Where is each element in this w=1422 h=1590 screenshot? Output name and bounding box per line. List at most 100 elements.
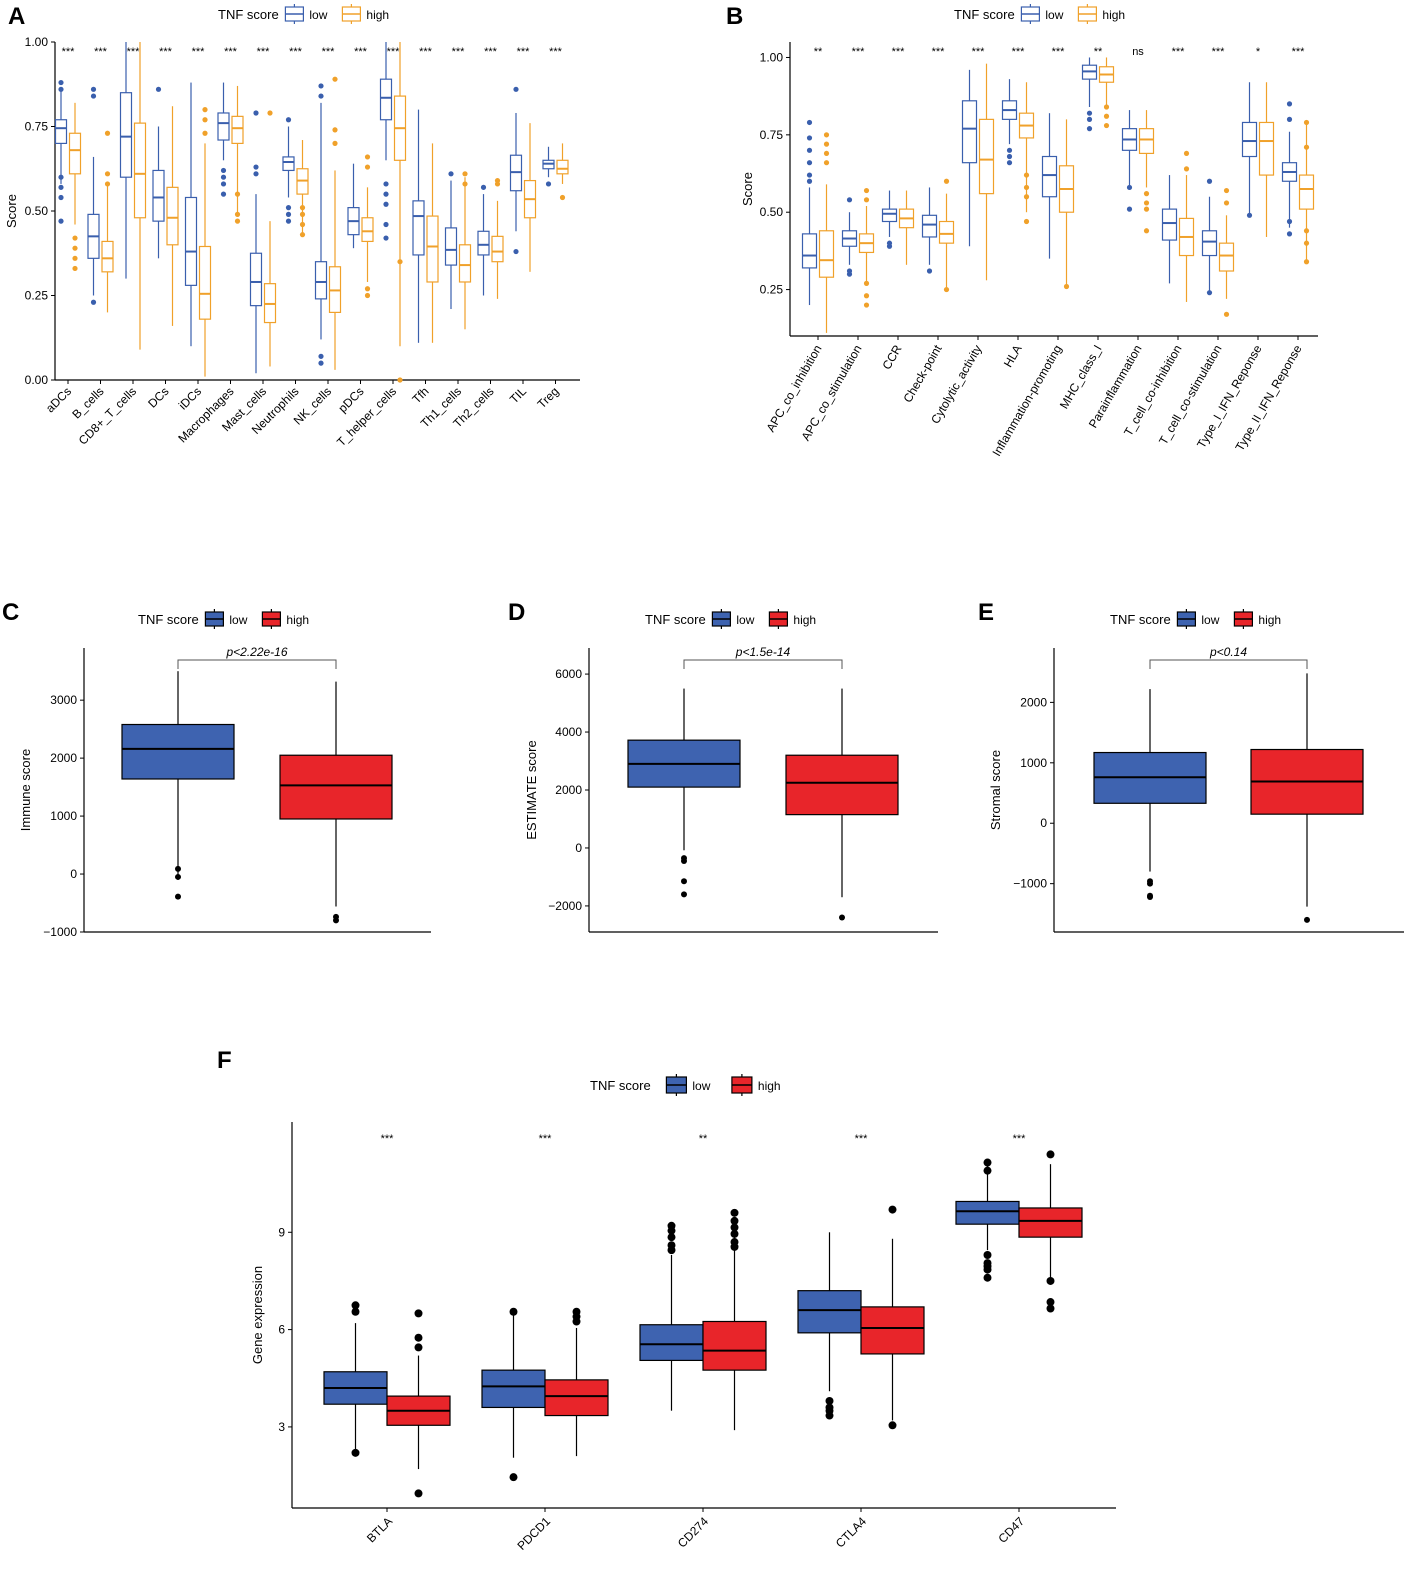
outlier-point [383,235,389,241]
outlier-point [58,86,64,92]
significance-label: *** [192,46,206,58]
x-tick-label-HLA: HLA [1001,343,1025,370]
outlier-point [681,858,687,864]
outlier-point [846,271,853,277]
y-tick-label: 0.75 [25,120,49,134]
y-axis-title: Gene expression [250,1266,265,1364]
box-high-Type_I_IFN_Reponse-box [1258,121,1275,176]
box-low-aDCs-box [54,119,68,144]
outlier-point [730,1208,739,1217]
comparison-bracket [1149,659,1308,669]
significance-label: *** [224,46,238,58]
y-tick-label: 6000 [555,667,582,681]
outlier-point [155,86,162,92]
box-high-Treg-box [556,159,569,175]
outlier-point [364,164,371,170]
outlier-point [681,878,687,885]
legend-title: TNF score [954,7,1015,22]
legend-label-high: high [793,613,816,627]
outlier-point [253,171,259,177]
outlier-point [888,1205,897,1214]
significance-label: *** [257,46,271,58]
outlier-point [175,873,181,880]
box-high-APC_co_inhibition-box [818,230,835,278]
box-low-CTLA4-box [797,1290,862,1334]
y-tick-label: 2000 [50,751,77,765]
box-low-CD47-box [955,1200,1020,1225]
outlier-point [730,1223,739,1232]
outlier-point [58,79,64,86]
box-high-DCs-box [166,186,179,246]
outlier-point [202,117,208,123]
outlier-point [462,181,468,187]
outlier-point [863,197,870,203]
outlier-point [318,93,324,99]
outlier-point [364,286,371,292]
outlier-point [943,178,950,184]
outlier-point [667,1226,676,1235]
significance-label: *** [94,46,108,58]
outlier-point [545,181,552,187]
y-tick-label: 3 [278,1420,285,1434]
outlier-point [983,1265,992,1274]
significance-label: *** [322,46,336,58]
outlier-point [397,259,403,265]
outlier-point [332,76,338,82]
outlier-point [823,141,830,147]
box-high-Th1_cells-box [458,244,472,283]
outlier-point [175,865,181,872]
outlier-point [1147,893,1153,900]
outlier-point [839,914,845,921]
box-high-iDCs-box [198,245,212,320]
outlier-point [220,191,227,197]
outlier-point [351,1448,360,1457]
box-low-Inflammation-promoting-box [1041,155,1058,198]
box-high-box [785,754,899,816]
outlier-point [364,154,371,160]
outlier-point [1086,116,1093,122]
legend-title: TNF score [590,1078,651,1093]
significance-label: *** [517,46,531,58]
y-tick-label: 0.50 [25,204,49,218]
x-tick-label-CCR: CCR [879,342,904,372]
legend-title: TNF score [138,612,199,627]
outlier-point [480,184,487,190]
box-high-Th2_cells-box [491,235,504,263]
significance-label: *** [855,1133,869,1145]
outlier-point [1023,172,1030,178]
outlier-point [299,232,306,238]
box-low-Th1_cells-box [444,227,458,266]
box-high-Check-point-box [938,220,955,244]
outlier-point [983,1166,992,1175]
outlier-point [1286,101,1293,107]
outlier-point [175,893,181,900]
significance-label: *** [852,46,866,58]
p-value-label: p<0.14 [1209,645,1247,659]
box-high-CD47-box [1018,1207,1083,1238]
y-tick-label: 0 [575,841,582,855]
outlier-point [333,917,339,924]
legend-label-low: low [736,613,754,627]
outlier-point [1246,212,1253,218]
outlier-point [1286,231,1293,237]
y-tick-label: 2000 [555,783,582,797]
outlier-point [667,1246,676,1255]
outlier-point [234,191,241,197]
box-high-CTLA4-box [860,1306,925,1355]
box-high-PDCD1-box [544,1379,609,1417]
outlier-point [1046,1298,1055,1307]
box-low-Mast_cells-box [249,252,263,307]
outlier-point [90,93,97,99]
outlier-point [1103,122,1110,129]
significance-label: *** [452,46,466,58]
x-tick-label-CD8+_T_cells: CD8+_T_cells [76,384,139,447]
box-high-Cytolytic_activity-box [978,118,995,195]
comparison-bracket [177,659,337,669]
panel-f: F TNF score low high 3 6 9 Gene expression BTLA *… [217,1047,1116,1553]
outlier-point [90,299,97,305]
y-tick-label: −1000 [43,925,77,939]
outlier-point [299,211,306,217]
significance-label: *** [1212,46,1226,58]
box-low-T_cell_co-inhibition-box [1161,208,1178,241]
significance-label: *** [159,46,173,58]
